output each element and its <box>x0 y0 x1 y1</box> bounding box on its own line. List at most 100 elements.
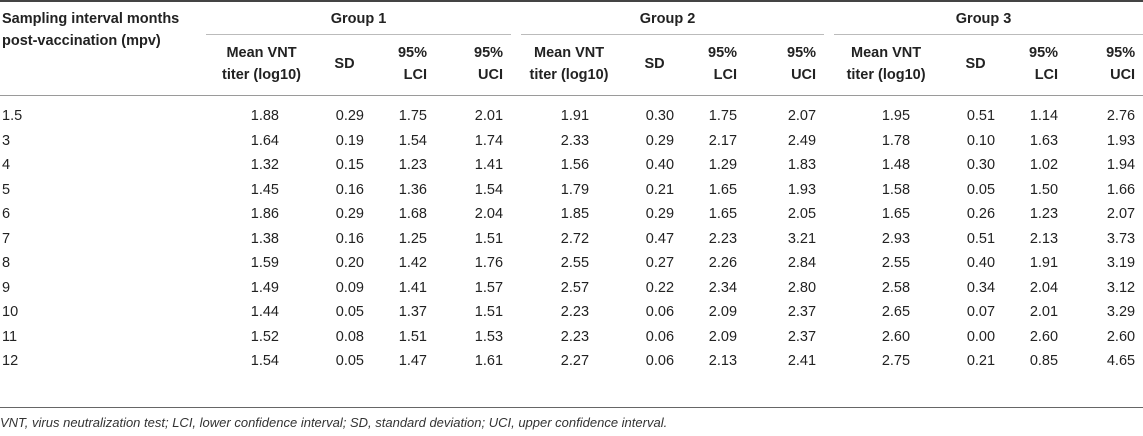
g1-mean-cell: 1.38 <box>250 230 279 247</box>
g3-lci-cell: 0.85 <box>1029 353 1059 370</box>
table-row: 1.5 1.88 0.29 1.75 2.01 1.91 0.30 1.75 2.07 1.95 0… <box>0 104 1143 129</box>
g1-mean-cell: 1.45 <box>250 181 279 198</box>
table-row: 3 1.64 0.19 1.54 1.74 2.33 0.29 2.17 2.49 1.78 0.1… <box>0 129 1143 154</box>
g3-mean-cell: 1.65 <box>881 206 911 223</box>
mpv-cell: 1.5 <box>2 108 23 125</box>
g1-lci-cell: 1.37 <box>398 304 427 321</box>
g2-lci-cell: 2.23 <box>708 230 738 247</box>
g3-mean-cell: 1.95 <box>881 108 911 125</box>
table-body: 1.5 1.88 0.29 1.75 2.01 1.91 0.30 1.75 2.07 1.95 0… <box>0 94 1143 374</box>
table-row: 7 1.38 0.16 1.25 1.51 2.72 0.47 2.23 3.21 2.93 0.5… <box>0 227 1143 252</box>
g3-mean-cell: 1.48 <box>881 157 911 174</box>
g1-uci-cell: 2.01 <box>474 108 504 125</box>
g3-sd-cell: 0.07 <box>966 304 996 321</box>
g1-uci-cell: 1.54 <box>474 181 504 198</box>
group-2-lci-header-line1: 95% <box>708 45 738 61</box>
g1-lci-cell: 1.41 <box>398 279 427 296</box>
g2-sd-cell: 0.47 <box>645 230 675 247</box>
g1-lci-cell: 1.68 <box>398 206 427 223</box>
g3-lci-cell: 1.63 <box>1029 132 1059 149</box>
group-3-lci-header: 95% LCI <box>1003 34 1066 94</box>
g2-lci-cell: 2.17 <box>708 132 738 149</box>
g1-mean-cell: 1.52 <box>250 328 279 345</box>
group-1-sd-header-line1: SD <box>334 56 355 72</box>
g2-mean-cell: 2.57 <box>560 279 590 296</box>
g2-mean-cell: 2.23 <box>560 304 590 321</box>
table-row: 10 1.44 0.05 1.37 1.51 2.23 0.06 2.09 2.37 2.65 0.… <box>0 300 1143 325</box>
g3-uci-cell: 4.65 <box>1106 353 1136 370</box>
group-1-mean-header-line2: titer (log10) <box>222 67 301 83</box>
g1-mean-cell: 1.49 <box>250 279 279 296</box>
g1-sd-cell: 0.05 <box>335 304 364 321</box>
g1-lci-cell: 1.42 <box>398 255 427 272</box>
group-2-mean-header-line1: Mean VNT <box>533 45 605 61</box>
g3-uci-cell: 2.60 <box>1106 328 1136 345</box>
g1-uci-cell: 1.76 <box>474 255 504 272</box>
g2-sd-cell: 0.22 <box>645 279 675 296</box>
group-2-underline <box>521 34 824 35</box>
g2-sd-cell: 0.40 <box>645 157 675 174</box>
g1-lci-cell: 1.23 <box>398 157 427 174</box>
g1-sd-cell: 0.29 <box>335 206 364 223</box>
g3-sd-cell: 0.30 <box>966 157 996 174</box>
table-row: 8 1.59 0.20 1.42 1.76 2.55 0.27 2.26 2.84 2.55 0.4… <box>0 251 1143 276</box>
g2-uci-cell: 2.37 <box>787 304 817 321</box>
g1-lci-cell: 1.25 <box>398 230 427 247</box>
group-3-underline <box>834 34 1143 35</box>
mpv-cell: 12 <box>2 353 19 370</box>
g2-lci-cell: 2.13 <box>708 353 738 370</box>
g2-uci-cell: 1.83 <box>787 157 817 174</box>
g1-sd-cell: 0.20 <box>335 255 364 272</box>
g2-lci-cell: 1.75 <box>708 108 738 125</box>
g3-mean-cell: 2.65 <box>881 304 911 321</box>
group-3-mean-header-line1: Mean VNT <box>851 45 922 61</box>
table-row: 6 1.86 0.29 1.68 2.04 1.85 0.29 1.65 2.05 1.65 0.2… <box>0 202 1143 227</box>
g2-mean-cell: 2.72 <box>560 230 590 247</box>
group-3-sd-header: SD <box>948 34 1003 94</box>
g3-mean-cell: 1.58 <box>881 181 911 198</box>
g2-uci-cell: 2.80 <box>787 279 817 296</box>
group-3-sd-header-line1: SD <box>965 56 986 72</box>
group-1-header: Group 1 <box>330 11 387 27</box>
group-3-uci-header-line1: 95% <box>1106 45 1136 61</box>
g2-sd-cell: 0.06 <box>645 304 675 321</box>
g2-sd-cell: 0.30 <box>645 108 675 125</box>
g1-lci-cell: 1.51 <box>398 328 427 345</box>
g3-sd-cell: 0.05 <box>966 181 996 198</box>
g2-sd-cell: 0.06 <box>645 353 675 370</box>
g3-uci-cell: 3.29 <box>1106 304 1136 321</box>
spacer-cell <box>0 94 1143 104</box>
g3-uci-cell: 1.66 <box>1106 181 1136 198</box>
g1-lci-cell: 1.54 <box>398 132 427 149</box>
g2-mean-cell: 2.23 <box>560 328 590 345</box>
g2-uci-cell: 2.41 <box>787 353 817 370</box>
group-2-uci-header: 95% UCI <box>745 34 824 94</box>
g1-uci-cell: 1.51 <box>474 230 504 247</box>
group-1-lci-header: 95% LCI <box>372 34 435 94</box>
group-3-lci-header-line1: 95% <box>1029 45 1059 61</box>
g2-sd-cell: 0.06 <box>645 328 675 345</box>
g1-uci-cell: 1.53 <box>474 328 504 345</box>
g2-mean-cell: 1.91 <box>560 108 590 125</box>
g3-lci-cell: 2.60 <box>1029 328 1059 345</box>
footnote: VNT, virus neutralization test; LCI, low… <box>0 415 668 430</box>
g1-sd-cell: 0.08 <box>335 328 364 345</box>
mpv-cell: 8 <box>2 255 11 272</box>
g1-uci-cell: 1.51 <box>474 304 504 321</box>
g3-mean-cell: 2.58 <box>881 279 911 296</box>
g2-sd-cell: 0.21 <box>645 181 675 198</box>
group-2-uci-header-line1: 95% <box>787 45 817 61</box>
g1-sd-cell: 0.09 <box>335 279 364 296</box>
group-1-uci-header-line1: 95% <box>474 45 504 61</box>
g1-sd-cell: 0.29 <box>335 108 364 125</box>
g1-mean-cell: 1.86 <box>250 206 279 223</box>
g2-lci-cell: 1.65 <box>708 181 738 198</box>
g1-lci-cell: 1.36 <box>398 181 427 198</box>
g3-mean-cell: 2.60 <box>881 328 911 345</box>
table-row: 9 1.49 0.09 1.41 1.57 2.57 0.22 2.34 2.80 2.58 0.3… <box>0 276 1143 301</box>
g3-lci-cell: 1.91 <box>1029 255 1059 272</box>
g2-lci-cell: 2.34 <box>708 279 738 296</box>
data-table: Sampling interval months post-vaccinatio… <box>0 4 1143 374</box>
group-1-lci-header-line1: 95% <box>397 45 427 61</box>
g3-sd-cell: 0.00 <box>966 328 996 345</box>
